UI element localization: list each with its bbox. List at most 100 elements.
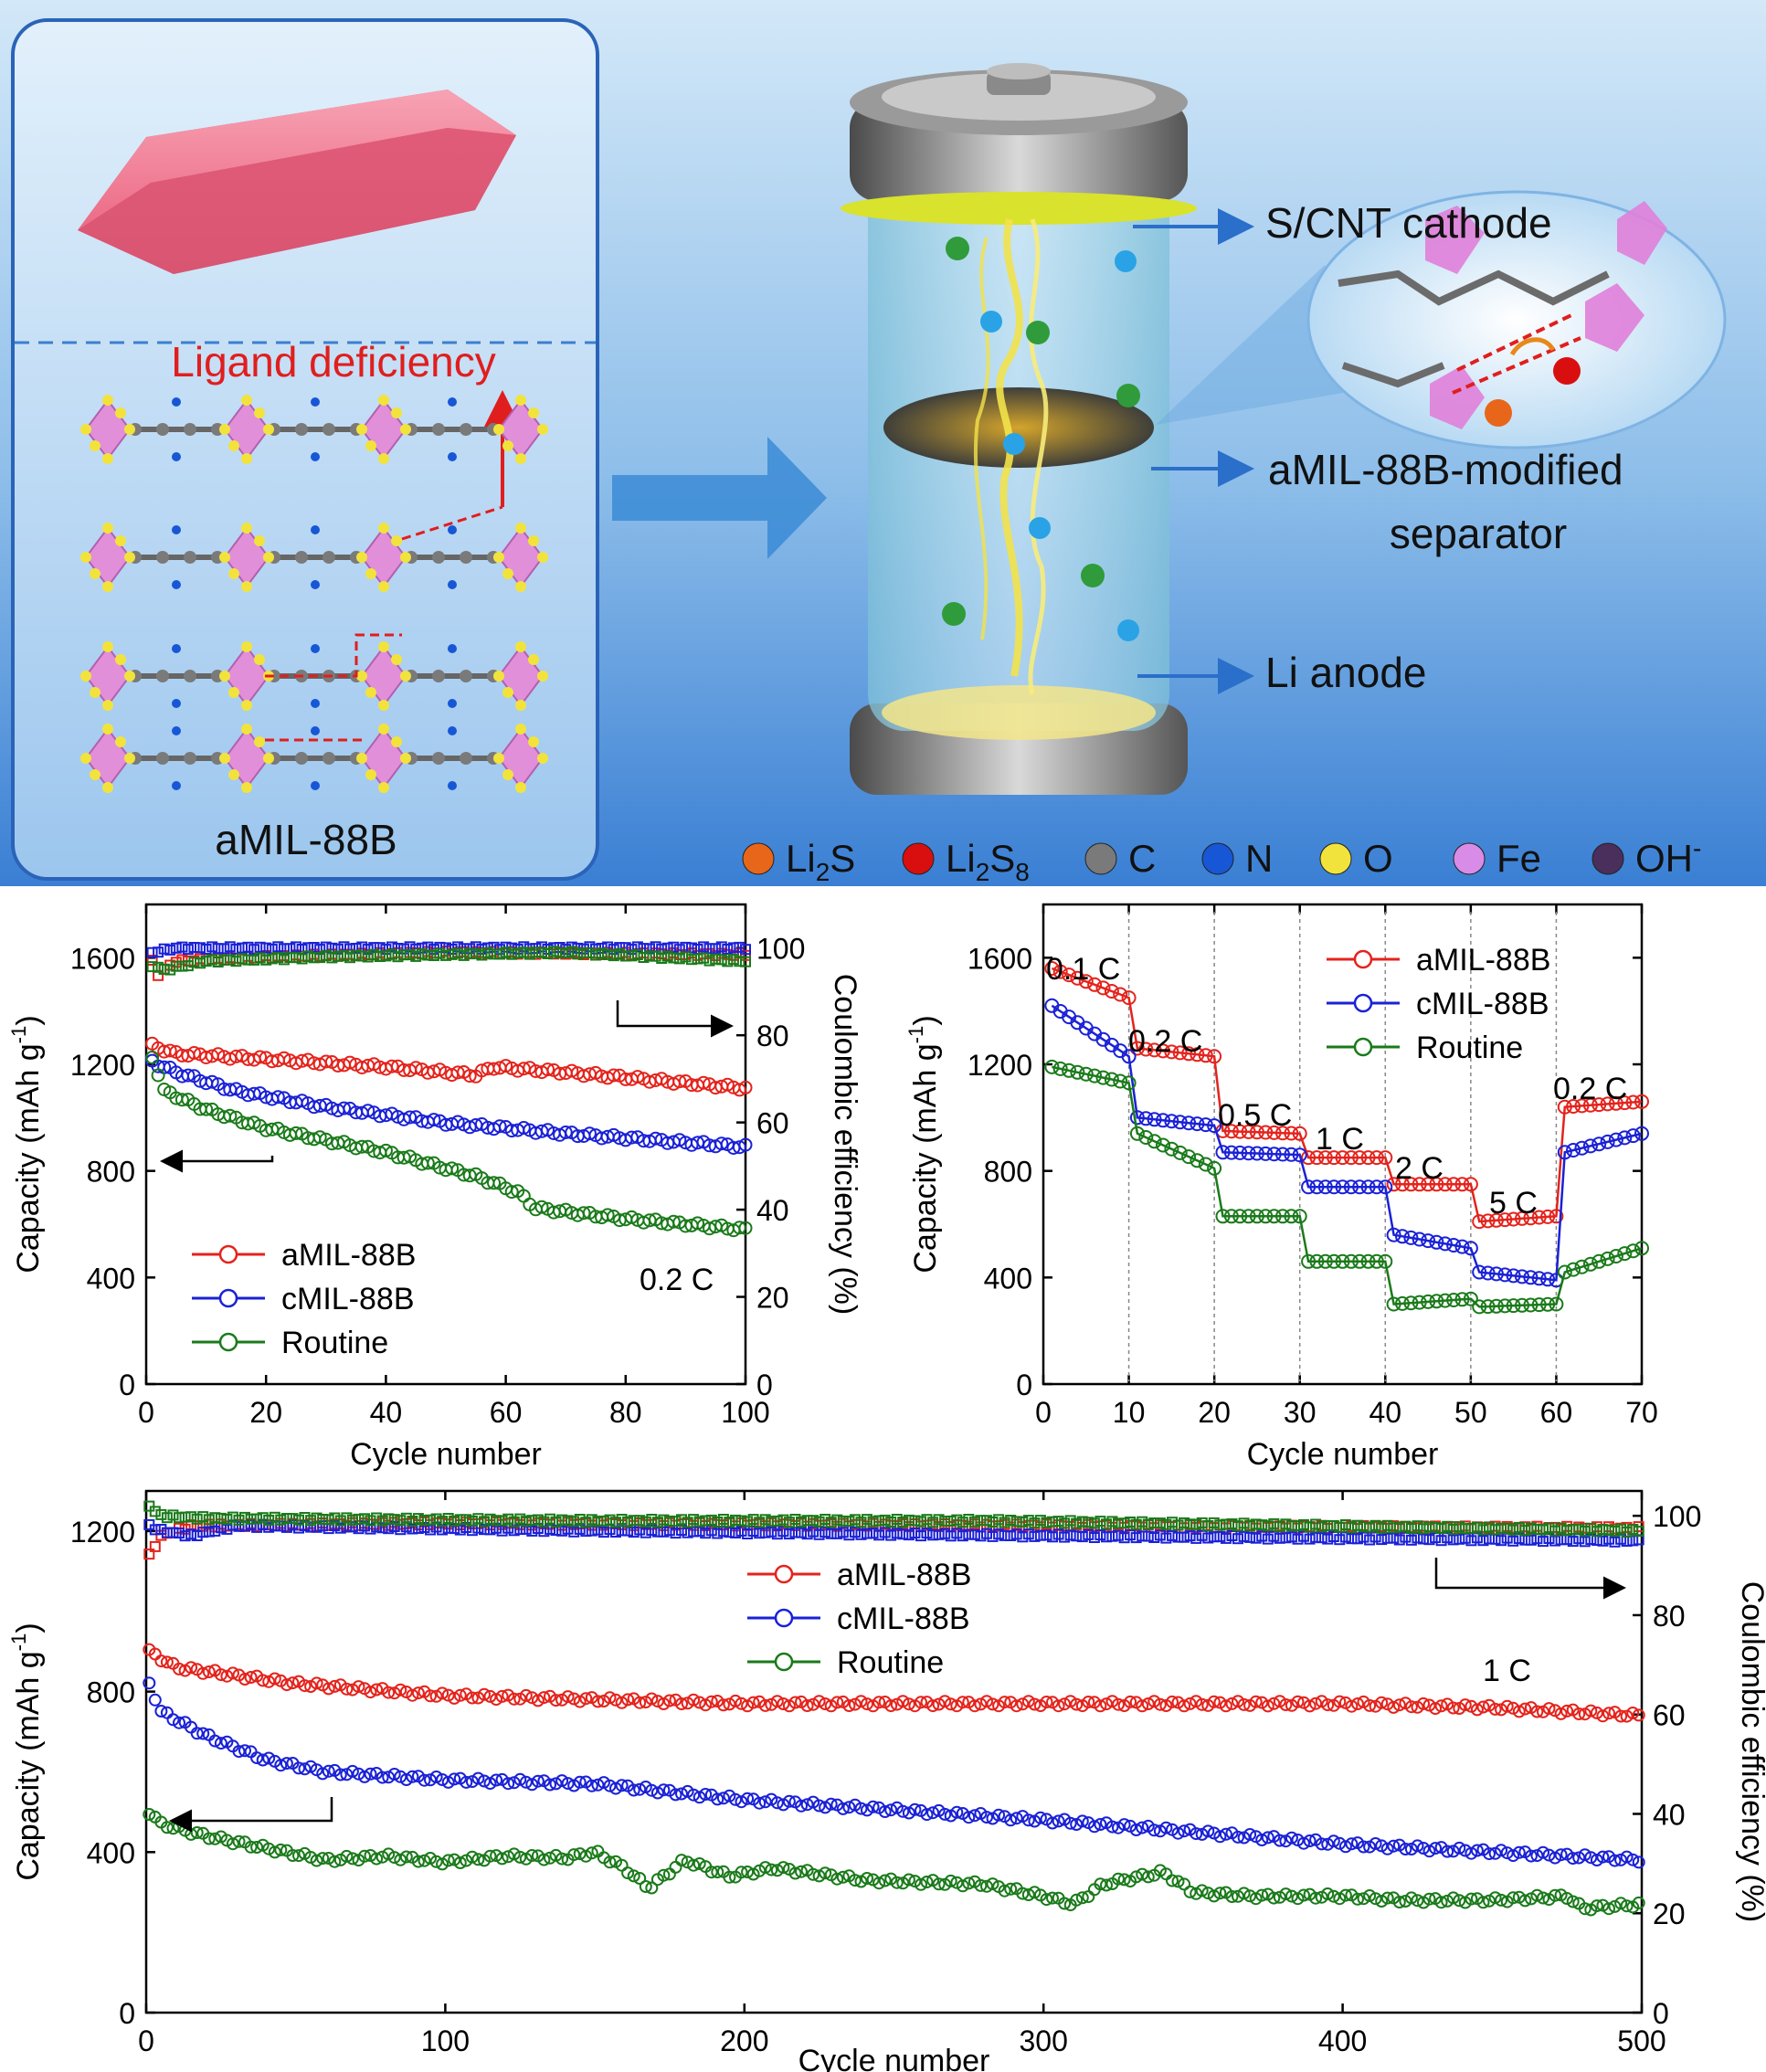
capacity-point	[1183, 1885, 1197, 1898]
efficiency-point	[602, 941, 614, 953]
capacity-point	[1345, 1837, 1359, 1851]
capacity-point	[573, 1847, 587, 1861]
rate-point	[1190, 1153, 1205, 1168]
efficiency-point	[1172, 1531, 1184, 1543]
efficiency-point	[1304, 1521, 1316, 1533]
efficiency-point	[1525, 1534, 1537, 1546]
capacity-point	[504, 1185, 519, 1200]
y2-tick-label: 100	[1653, 1500, 1701, 1533]
efficiency-point	[1220, 1532, 1232, 1544]
capacity-point	[345, 1764, 359, 1778]
separator-label-line1: aMIL-88B-modified	[1268, 446, 1623, 493]
efficiency-point	[1388, 1522, 1400, 1534]
rate-point	[1147, 1134, 1162, 1149]
rate-point	[1301, 1179, 1317, 1195]
rate-point	[1309, 1150, 1325, 1166]
cycling-chart-0-2C: 0 20 40 60 80 100040080012001600020406080100C…	[7, 903, 862, 1472]
capacity-point	[1063, 1695, 1077, 1708]
x-tick-label: 10	[1113, 1396, 1146, 1429]
capacity-point	[896, 1695, 910, 1708]
efficiency-point	[1412, 1520, 1423, 1532]
efficiency-point	[680, 951, 692, 963]
efficiency-point	[1274, 1521, 1285, 1533]
capacity-point	[968, 1699, 981, 1713]
efficiency-point	[610, 1517, 621, 1528]
oxygen-atom	[378, 581, 389, 592]
capacity-point	[1166, 1874, 1179, 1887]
efficiency-point	[368, 948, 380, 960]
efficiency-point	[440, 942, 451, 954]
efficiency-point	[200, 944, 212, 955]
efficiency-point	[1083, 1517, 1094, 1528]
efficiency-point	[1496, 1522, 1507, 1534]
efficiency-point	[1034, 1529, 1046, 1541]
efficiency-point	[710, 943, 722, 955]
carbon-atom	[460, 423, 472, 436]
capacity-point	[607, 1068, 621, 1083]
rate-point	[1557, 1145, 1572, 1160]
legend-atom-label: O	[1363, 837, 1393, 880]
rate-point	[1070, 1064, 1085, 1080]
x-tick-label: 400	[1318, 2024, 1367, 2057]
rate-point	[1198, 1048, 1213, 1063]
rate-point	[1463, 1177, 1478, 1192]
efficiency-point	[993, 1528, 1005, 1540]
efficiency-point	[656, 953, 668, 964]
capacity-point	[1237, 1697, 1251, 1711]
capacity-point	[525, 1778, 539, 1792]
efficiency-point	[185, 1528, 197, 1540]
rate-point	[1395, 1295, 1410, 1311]
capacity-point	[1183, 1697, 1197, 1710]
capacity-point	[1309, 1891, 1323, 1905]
efficiency-point	[727, 954, 739, 966]
efficiency-point	[688, 1526, 700, 1538]
efficiency-point	[820, 1527, 831, 1538]
efficiency-point	[742, 1528, 754, 1539]
capacity-point	[226, 1666, 239, 1680]
efficiency-point	[1447, 1524, 1459, 1535]
capacity-point	[1021, 1695, 1035, 1708]
efficiency-point	[638, 952, 650, 963]
capacity-point	[1129, 1870, 1143, 1884]
capacity-point	[1507, 1849, 1520, 1863]
capacity-point	[151, 1068, 165, 1083]
efficiency-point	[1405, 1523, 1417, 1535]
rate-point	[1515, 1269, 1529, 1284]
rate-point	[1412, 1232, 1427, 1247]
efficiency-point	[957, 1530, 968, 1542]
efficiency-point	[650, 950, 661, 962]
efficiency-point	[676, 1514, 687, 1526]
legend-marker	[1353, 993, 1373, 1013]
efficiency-point	[284, 951, 296, 963]
x-tick-label: 500	[1617, 2024, 1666, 2057]
rate-point	[1463, 1241, 1478, 1256]
rate-point	[1275, 1126, 1290, 1141]
efficiency-point	[1196, 1517, 1208, 1528]
efficiency-point	[862, 1514, 872, 1526]
efficiency-point	[1167, 1517, 1178, 1528]
capacity-point	[1578, 1902, 1592, 1916]
oxygen-atom	[241, 700, 252, 711]
rate-point	[1600, 1134, 1615, 1149]
efficiency-point	[380, 950, 392, 962]
capacity-point	[561, 1777, 575, 1791]
capacity-point	[250, 1751, 264, 1765]
capacity-point	[1147, 1695, 1161, 1708]
oxygen-atom	[502, 440, 513, 451]
capacity-point	[544, 1851, 556, 1865]
efficiency-point	[1609, 1526, 1621, 1537]
legend-label: cMIL-88B	[1416, 987, 1549, 1021]
y-tick-label: 0	[119, 1997, 135, 2030]
capacity-point	[998, 1696, 1011, 1709]
capacity-point	[1333, 1695, 1347, 1708]
y-tick-label: 0	[1016, 1369, 1032, 1401]
rate-point	[1095, 1070, 1111, 1085]
oxygen-atom	[528, 736, 539, 747]
capacity-point	[770, 1864, 784, 1877]
efficiency-point	[1327, 1520, 1339, 1531]
capacity-point	[597, 1776, 610, 1790]
capacity-point	[406, 1770, 419, 1783]
efficiency-point	[230, 956, 242, 967]
efficiency-point	[218, 954, 230, 966]
efficiency-point	[1346, 1522, 1358, 1534]
